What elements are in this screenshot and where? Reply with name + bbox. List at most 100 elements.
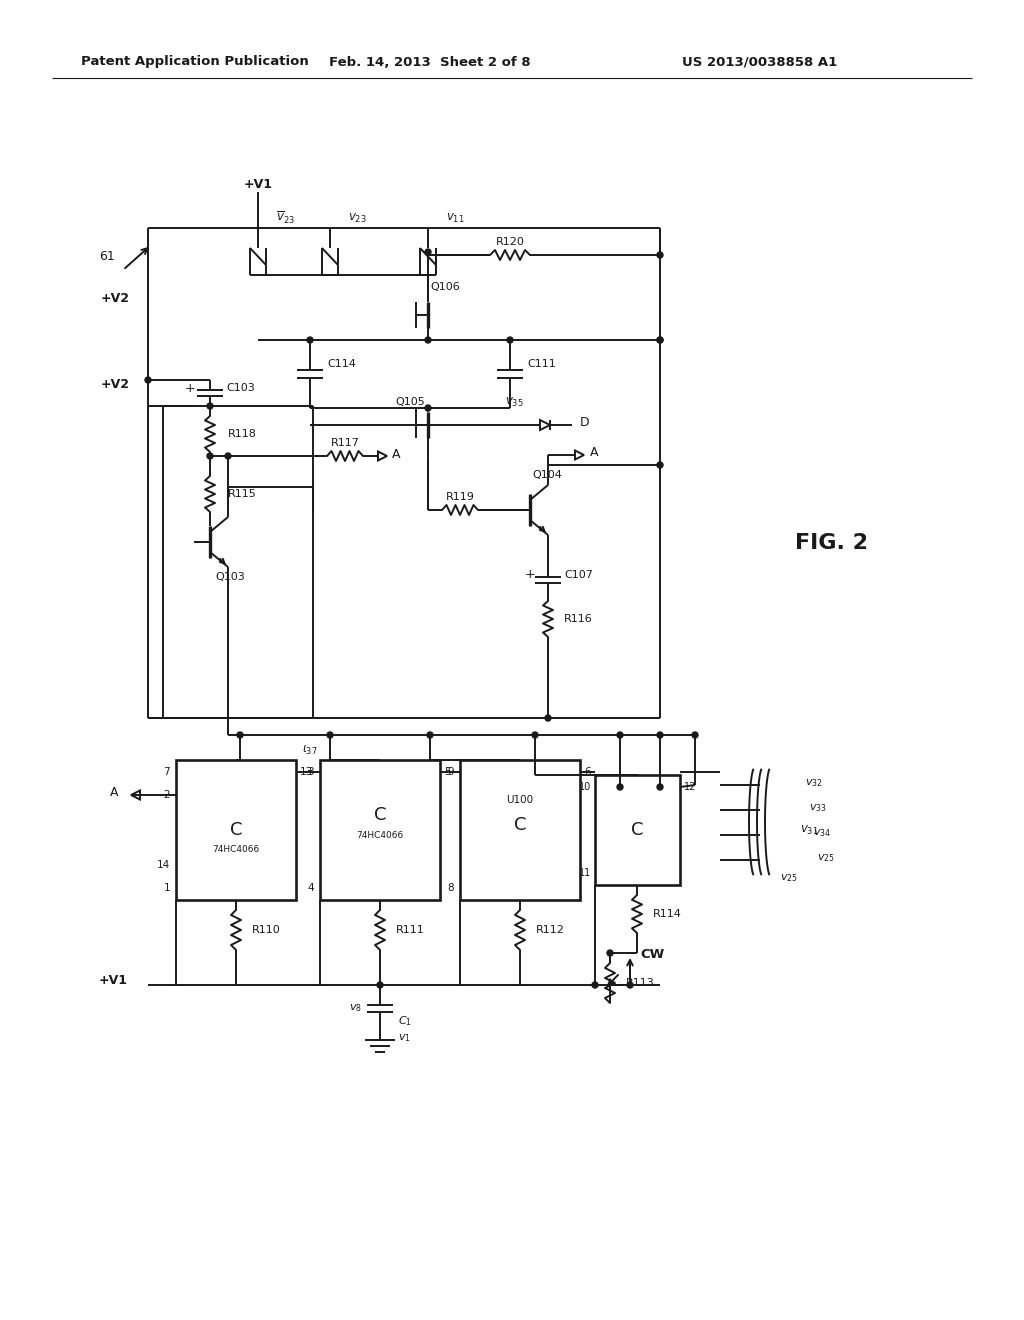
Circle shape bbox=[237, 733, 243, 738]
Circle shape bbox=[427, 733, 433, 738]
Text: A: A bbox=[392, 447, 400, 461]
Text: D: D bbox=[580, 417, 590, 429]
Circle shape bbox=[425, 405, 431, 411]
Text: C: C bbox=[229, 821, 243, 840]
Text: $v_{23}$: $v_{23}$ bbox=[348, 211, 367, 224]
Text: Q103: Q103 bbox=[215, 572, 245, 582]
Text: Q104: Q104 bbox=[532, 470, 562, 480]
Circle shape bbox=[657, 784, 663, 789]
Text: R115: R115 bbox=[228, 488, 257, 499]
Circle shape bbox=[607, 950, 613, 956]
Text: $v_{34}$: $v_{34}$ bbox=[813, 828, 831, 840]
Text: R111: R111 bbox=[396, 925, 425, 935]
Text: $v_{32}$: $v_{32}$ bbox=[805, 777, 822, 789]
Circle shape bbox=[617, 784, 623, 789]
Text: $\iota_{37}$: $\iota_{37}$ bbox=[302, 743, 317, 756]
Text: C114: C114 bbox=[327, 359, 356, 370]
Circle shape bbox=[307, 337, 313, 343]
Text: 7: 7 bbox=[164, 767, 170, 777]
Text: 12: 12 bbox=[684, 781, 696, 792]
Text: $\overline{v}_{23}$: $\overline{v}_{23}$ bbox=[276, 210, 295, 226]
Text: +V2: +V2 bbox=[101, 379, 130, 392]
Circle shape bbox=[627, 982, 633, 987]
Circle shape bbox=[207, 403, 213, 409]
Text: 10: 10 bbox=[579, 781, 591, 792]
Circle shape bbox=[207, 453, 213, 459]
Text: US 2013/0038858 A1: US 2013/0038858 A1 bbox=[682, 55, 838, 69]
Circle shape bbox=[657, 462, 663, 469]
Text: Patent Application Publication: Patent Application Publication bbox=[81, 55, 309, 69]
Text: C107: C107 bbox=[564, 570, 593, 579]
Text: C: C bbox=[631, 821, 644, 840]
Text: R118: R118 bbox=[228, 429, 257, 440]
Circle shape bbox=[425, 249, 431, 255]
Text: R119: R119 bbox=[445, 492, 474, 502]
Bar bbox=[319, 760, 440, 900]
Text: 74HC4066: 74HC4066 bbox=[356, 830, 403, 840]
Text: C: C bbox=[514, 816, 526, 834]
Circle shape bbox=[507, 337, 513, 343]
Text: C: C bbox=[374, 807, 386, 824]
Text: 9: 9 bbox=[447, 767, 454, 777]
Text: $v_8$: $v_8$ bbox=[349, 1002, 362, 1014]
Text: 74HC4066: 74HC4066 bbox=[212, 846, 260, 854]
Circle shape bbox=[327, 733, 333, 738]
Text: 61: 61 bbox=[99, 249, 115, 263]
Text: R113: R113 bbox=[626, 978, 654, 987]
Text: R117: R117 bbox=[331, 438, 359, 447]
Text: CW: CW bbox=[640, 949, 665, 961]
Text: $v_{25}$: $v_{25}$ bbox=[780, 873, 798, 884]
Text: Q105: Q105 bbox=[395, 397, 425, 407]
Text: $v_{25}$: $v_{25}$ bbox=[817, 853, 835, 863]
Text: $v_{11}$: $v_{11}$ bbox=[446, 211, 465, 224]
Bar bbox=[460, 760, 580, 900]
Text: C103: C103 bbox=[226, 383, 255, 393]
Bar bbox=[595, 775, 680, 884]
Text: 14: 14 bbox=[157, 861, 170, 870]
Text: 1: 1 bbox=[164, 883, 170, 894]
Text: 8: 8 bbox=[447, 883, 454, 894]
Text: R116: R116 bbox=[564, 614, 593, 624]
Text: Q106: Q106 bbox=[430, 282, 460, 292]
Text: 2: 2 bbox=[164, 789, 170, 800]
Text: Feb. 14, 2013  Sheet 2 of 8: Feb. 14, 2013 Sheet 2 of 8 bbox=[329, 55, 530, 69]
Text: 3: 3 bbox=[307, 767, 314, 777]
Circle shape bbox=[532, 733, 538, 738]
Text: +V1: +V1 bbox=[99, 974, 128, 986]
Text: R120: R120 bbox=[496, 238, 524, 247]
Text: $v_1$: $v_1$ bbox=[398, 1032, 411, 1044]
Text: 5: 5 bbox=[444, 767, 451, 777]
Text: R112: R112 bbox=[536, 925, 565, 935]
Text: +: + bbox=[184, 381, 196, 395]
Circle shape bbox=[592, 982, 598, 987]
Bar bbox=[176, 760, 296, 900]
Text: +: + bbox=[524, 569, 536, 582]
Text: 6: 6 bbox=[584, 767, 591, 777]
Text: U100: U100 bbox=[507, 795, 534, 805]
Circle shape bbox=[657, 733, 663, 738]
Text: A: A bbox=[590, 446, 598, 459]
Text: C111: C111 bbox=[527, 359, 556, 370]
Text: 13: 13 bbox=[300, 767, 313, 777]
Circle shape bbox=[692, 733, 698, 738]
Text: FIG. 2: FIG. 2 bbox=[795, 533, 868, 553]
Circle shape bbox=[225, 453, 231, 459]
Text: R114: R114 bbox=[653, 909, 682, 919]
Circle shape bbox=[425, 337, 431, 343]
Circle shape bbox=[145, 378, 151, 383]
Text: A: A bbox=[110, 787, 118, 800]
Circle shape bbox=[377, 982, 383, 987]
Text: $C_1$: $C_1$ bbox=[398, 1014, 412, 1028]
Text: $v_{35}$: $v_{35}$ bbox=[505, 396, 523, 409]
Circle shape bbox=[617, 733, 623, 738]
Text: $v_{31}$: $v_{31}$ bbox=[800, 824, 818, 837]
Text: +V2: +V2 bbox=[101, 292, 130, 305]
Circle shape bbox=[657, 337, 663, 343]
Circle shape bbox=[657, 252, 663, 257]
Text: $v_{33}$: $v_{33}$ bbox=[809, 803, 826, 814]
Circle shape bbox=[657, 337, 663, 343]
Text: +V1: +V1 bbox=[244, 178, 272, 191]
Text: 11: 11 bbox=[579, 869, 591, 878]
Text: 4: 4 bbox=[307, 883, 314, 894]
Circle shape bbox=[545, 715, 551, 721]
